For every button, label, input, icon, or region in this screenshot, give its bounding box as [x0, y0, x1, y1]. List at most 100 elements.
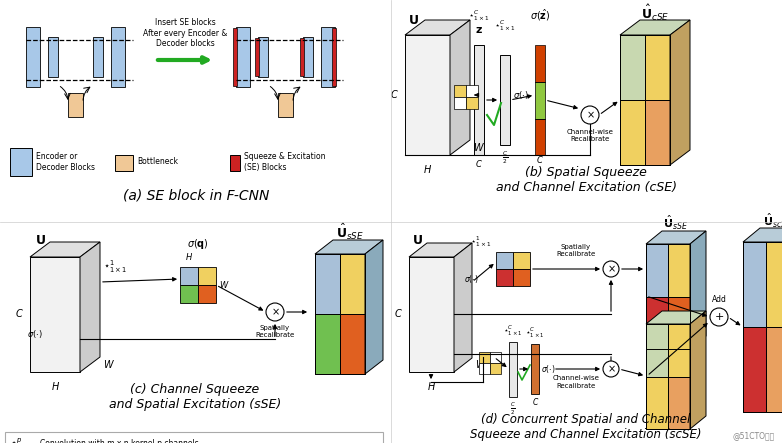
- Bar: [258, 37, 268, 77]
- Text: $\frac{C}{2}$: $\frac{C}{2}$: [502, 150, 508, 167]
- Bar: [230, 155, 240, 171]
- Polygon shape: [340, 254, 365, 314]
- Bar: [513, 269, 530, 286]
- Text: W: W: [473, 143, 482, 153]
- Polygon shape: [646, 377, 668, 429]
- Polygon shape: [405, 20, 470, 35]
- Text: W: W: [475, 360, 485, 370]
- Text: (b) Spatial Squeeze
and Channel Excitation (cSE): (b) Spatial Squeeze and Channel Excitati…: [496, 166, 676, 194]
- Text: $\sigma(\mathbf{q})$: $\sigma(\mathbf{q})$: [187, 237, 209, 251]
- Polygon shape: [743, 327, 766, 412]
- Polygon shape: [450, 20, 470, 155]
- Text: $\star^C_{1\times1}$: $\star^C_{1\times1}$: [526, 325, 545, 340]
- Text: Spatially
Recalibrate: Spatially Recalibrate: [556, 244, 596, 256]
- Text: $\times$: $\times$: [607, 264, 615, 274]
- Bar: [479, 363, 490, 374]
- Text: $\hat{\mathbf{U}}_{cSE}$: $\hat{\mathbf{U}}_{cSE}$: [641, 3, 669, 23]
- Bar: [490, 352, 501, 363]
- Text: (c) Channel Squeeze
and Spatial Excitation (sSE): (c) Channel Squeeze and Spatial Excitati…: [109, 383, 281, 411]
- Bar: [490, 363, 501, 374]
- Text: $\star^1_{1\times1}$: $\star^1_{1\times1}$: [102, 259, 127, 276]
- Text: $\star^p_{m\times n}$: $\star^p_{m\times n}$: [10, 436, 37, 443]
- Text: $\times$: $\times$: [271, 307, 279, 317]
- Polygon shape: [668, 377, 690, 429]
- Text: H: H: [427, 382, 435, 392]
- Circle shape: [266, 303, 284, 321]
- Text: $\sigma(\cdot)$: $\sigma(\cdot)$: [464, 273, 479, 285]
- Polygon shape: [668, 324, 690, 377]
- Bar: [303, 37, 313, 77]
- Text: W: W: [219, 280, 228, 289]
- Polygon shape: [668, 244, 690, 296]
- Polygon shape: [409, 243, 472, 257]
- Polygon shape: [690, 311, 706, 429]
- Polygon shape: [340, 314, 365, 374]
- Polygon shape: [30, 257, 80, 372]
- Polygon shape: [743, 242, 766, 327]
- Text: $\mathbf{U}$: $\mathbf{U}$: [411, 234, 422, 247]
- Polygon shape: [620, 20, 690, 35]
- Bar: [236, 27, 250, 87]
- Circle shape: [603, 361, 619, 377]
- Text: Squeeze & Excitation
(SE) Blocks: Squeeze & Excitation (SE) Blocks: [244, 152, 325, 172]
- Polygon shape: [620, 35, 645, 100]
- Bar: [321, 27, 335, 87]
- Polygon shape: [668, 296, 690, 349]
- Bar: [454, 85, 466, 97]
- Text: Channel-wise
Recalibrate: Channel-wise Recalibrate: [567, 129, 613, 142]
- Polygon shape: [645, 35, 670, 100]
- Bar: [111, 27, 125, 87]
- Bar: [332, 28, 336, 86]
- Text: $\times$: $\times$: [586, 110, 594, 120]
- Polygon shape: [315, 240, 383, 254]
- Text: $\hat{\mathbf{U}}_{sSE}$: $\hat{\mathbf{U}}_{sSE}$: [336, 222, 364, 242]
- Text: C: C: [394, 309, 401, 319]
- Bar: [535, 119, 545, 155]
- Text: $+$: $+$: [714, 311, 724, 323]
- Polygon shape: [743, 228, 782, 242]
- Bar: [300, 38, 304, 76]
- Bar: [535, 45, 545, 82]
- Bar: [233, 28, 237, 86]
- Text: C: C: [16, 309, 22, 319]
- Bar: [5, 432, 383, 443]
- Text: $\star^C_{1\times1}$: $\star^C_{1\times1}$: [494, 18, 515, 33]
- Bar: [10, 148, 32, 176]
- Text: W: W: [103, 360, 113, 370]
- Bar: [198, 285, 216, 303]
- Polygon shape: [646, 244, 668, 296]
- Polygon shape: [646, 231, 706, 244]
- Text: $\hat{\mathbf{U}}_{cSE}$: $\hat{\mathbf{U}}_{cSE}$: [663, 442, 689, 443]
- Polygon shape: [30, 242, 100, 257]
- Text: $\star^C_{1\times1}$: $\star^C_{1\times1}$: [503, 323, 523, 338]
- Bar: [255, 38, 259, 76]
- Polygon shape: [670, 20, 690, 165]
- Bar: [180, 267, 198, 285]
- Text: $\sigma(\cdot)$: $\sigma(\cdot)$: [27, 328, 43, 340]
- Text: H: H: [186, 253, 192, 262]
- Bar: [180, 285, 198, 303]
- Text: $\frac{C}{2}$: $\frac{C}{2}$: [510, 401, 516, 417]
- Text: Bottleneck: Bottleneck: [137, 158, 178, 167]
- Bar: [68, 93, 83, 117]
- Circle shape: [581, 106, 599, 124]
- Text: $\mathbf{z}$: $\mathbf{z}$: [475, 25, 483, 35]
- Bar: [198, 267, 216, 285]
- Bar: [26, 27, 40, 87]
- Text: $\mathbf{U}$: $\mathbf{U}$: [34, 234, 45, 247]
- Text: Channel-wise
Recalibrate: Channel-wise Recalibrate: [553, 376, 600, 389]
- Bar: [474, 45, 484, 155]
- Bar: [513, 252, 530, 269]
- Circle shape: [710, 308, 728, 326]
- Circle shape: [603, 261, 619, 277]
- Bar: [496, 269, 513, 286]
- Text: (d) Concurrent Spatial and Channel
Squeeze and Channel Excitation (scSE): (d) Concurrent Spatial and Channel Squee…: [470, 413, 701, 441]
- Text: Spatially
Recalibrate: Spatially Recalibrate: [256, 325, 295, 338]
- Bar: [535, 82, 545, 119]
- Bar: [466, 85, 478, 97]
- Bar: [278, 93, 293, 117]
- Text: Convolution with m x n kernel p channels: Convolution with m x n kernel p channels: [40, 439, 199, 443]
- Text: $\hat{\mathbf{U}}_{sSE}$: $\hat{\mathbf{U}}_{sSE}$: [663, 214, 688, 232]
- Text: $\star^1_{1\times1}$: $\star^1_{1\times1}$: [470, 234, 492, 249]
- Bar: [466, 97, 478, 109]
